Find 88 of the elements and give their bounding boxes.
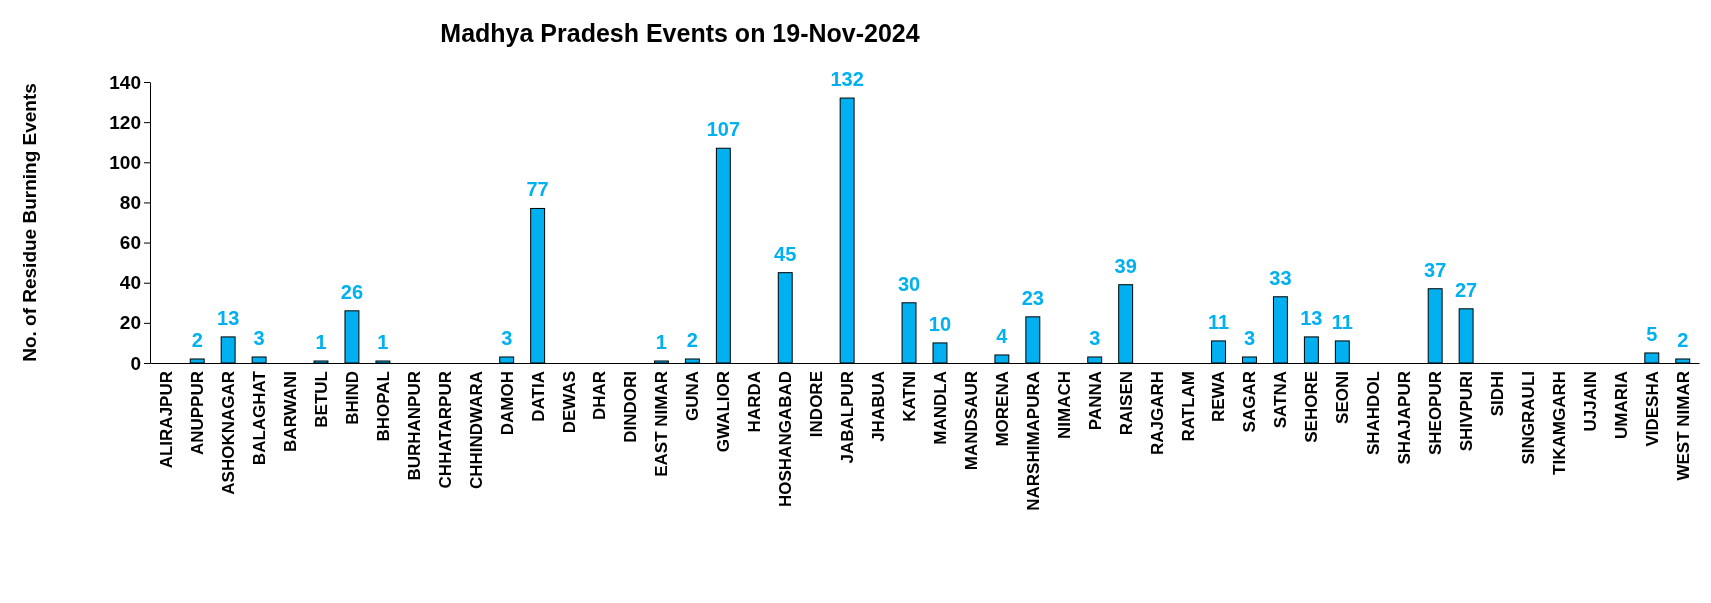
x-tick-label: CHHINDWARA	[466, 371, 486, 490]
x-tick-label: DEWAS	[559, 371, 579, 434]
x-tick-label: DHAR	[590, 371, 610, 421]
x-tick-label: BARWANI	[280, 371, 300, 452]
y-tick-label: 120	[109, 111, 141, 133]
x-tick-label: SHEOPUR	[1426, 371, 1446, 456]
x-tick-label: SAGAR	[1240, 371, 1260, 433]
y-tick-label: 100	[109, 151, 141, 173]
x-tick-label: JHABUA	[869, 371, 889, 442]
data-label: 11	[1331, 310, 1353, 333]
x-tick-label: GUNA	[683, 371, 703, 422]
data-label: 2	[686, 328, 698, 351]
x-tick-label: NARSHIMAPURA	[1023, 371, 1043, 511]
x-tick-label: SHAJAPUR	[1395, 371, 1415, 465]
x-tick-label: DINDORI	[621, 371, 641, 443]
y-tick-label: 60	[119, 232, 141, 254]
x-tick-label: SIDHI	[1488, 371, 1508, 417]
x-tick-label: MANDLA	[930, 371, 950, 445]
data-label: 2	[191, 328, 203, 351]
x-tick-label: EAST NIMAR	[652, 371, 672, 477]
x-tick-label: ANUPPUR	[188, 371, 208, 456]
x-tick-label: WEST NIMAR	[1673, 371, 1693, 481]
x-tick-label: BETUL	[311, 371, 331, 428]
data-label: 4	[996, 324, 1009, 347]
y-tick-label: 0	[130, 352, 141, 374]
data-label: 1	[655, 330, 667, 353]
data-label: 37	[1424, 258, 1447, 281]
x-tick-label: SHIVPURI	[1457, 371, 1477, 452]
x-tick-label: GWALIOR	[714, 371, 734, 453]
x-tick-label: SHAHDOL	[1364, 371, 1384, 456]
data-label: 13	[217, 306, 240, 329]
x-tick-label: RAJGARH	[1147, 371, 1167, 456]
data-label: 39	[1114, 254, 1137, 277]
x-tick-label: HARDA	[745, 371, 765, 433]
x-tick-label: PANNA	[1085, 371, 1105, 431]
x-tick-label: DATIA	[528, 371, 548, 422]
x-tick-label: ALIRAJPUR	[157, 371, 177, 469]
data-label: 2	[1677, 328, 1689, 351]
x-tick-label: KATNI	[899, 371, 919, 422]
x-tick-label: BHOPAL	[373, 371, 393, 442]
data-label: 13	[1300, 306, 1323, 329]
x-tick-label: TIKAMGARH	[1549, 371, 1569, 475]
data-label: 1	[315, 330, 327, 353]
data-label: 26	[340, 280, 364, 303]
data-label: 30	[897, 272, 921, 295]
data-label: 3	[253, 326, 265, 349]
x-tick-label: SEONI	[1333, 371, 1353, 424]
x-tick-label: BALAGHAT	[250, 370, 270, 466]
data-label: 11	[1207, 310, 1230, 333]
x-tick-label: VIDESHA	[1642, 371, 1662, 447]
y-tick-label: 20	[119, 312, 141, 334]
y-tick-label: 80	[119, 192, 141, 214]
data-label: 5	[1646, 322, 1658, 345]
x-tick-label: NIMACH	[1054, 371, 1074, 439]
x-tick-label: ASHOKNAGAR	[219, 371, 239, 495]
y-tick-label: 40	[119, 272, 141, 294]
y-tick-label: 140	[109, 71, 141, 93]
data-label: 23	[1021, 286, 1044, 309]
data-label: 27	[1454, 278, 1478, 301]
x-tick-label: SINGRAULI	[1518, 371, 1538, 465]
x-tick-label: CHHATARPUR	[435, 371, 455, 489]
x-tick-label: SATNA	[1271, 371, 1291, 429]
data-label: 3	[1089, 326, 1101, 349]
x-tick-label: SEHORE	[1302, 371, 1322, 443]
data-label: 3	[501, 326, 513, 349]
x-tick-label: MANDSAUR	[961, 371, 981, 471]
data-label: 132	[830, 68, 864, 91]
x-tick-label: INDORE	[807, 371, 827, 438]
data-label: 3	[1243, 326, 1256, 349]
x-tick-label: DAMOH	[497, 371, 517, 436]
y-axis-title: No. of Residue Burning Events	[19, 83, 40, 362]
data-label: 1	[377, 330, 389, 353]
x-tick-label: REWA	[1209, 371, 1229, 422]
x-tick-label: RATLAM	[1178, 371, 1198, 442]
x-tick-label: RAISEN	[1116, 371, 1136, 436]
data-label: 10	[928, 312, 952, 335]
x-tick-label: HOSHANGABAD	[776, 371, 796, 507]
x-tick-label: BURHANPUR	[404, 371, 424, 481]
x-tick-label: BHIND	[342, 371, 362, 425]
data-label: 33	[1269, 266, 1292, 289]
data-label: 107	[706, 118, 741, 141]
data-label: 45	[774, 242, 797, 265]
x-tick-label: JABALPUR	[838, 371, 858, 464]
data-label: 77	[526, 178, 549, 201]
chart-title: Madhya Pradesh Events on 19-Nov-2024	[440, 19, 920, 47]
x-tick-label: UMARIA	[1611, 371, 1631, 439]
x-tick-label: MORENA	[992, 371, 1012, 447]
x-tick-label: UJJAIN	[1580, 371, 1600, 432]
